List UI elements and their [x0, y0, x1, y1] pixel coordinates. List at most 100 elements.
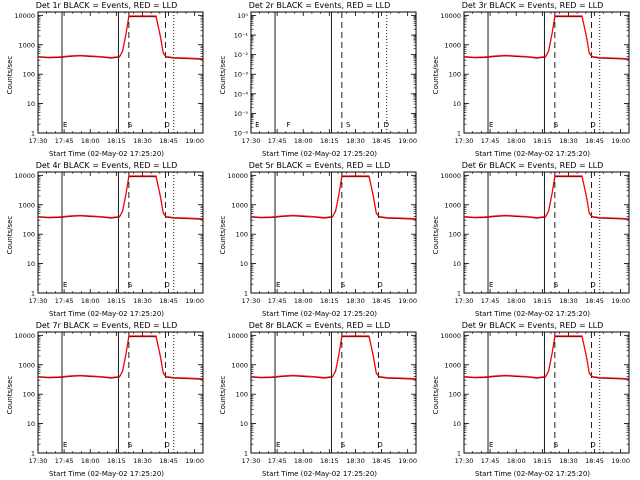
- x-axis-label: Start Time (02-May-02 17:25:20): [261, 470, 378, 478]
- x-axis-label: Start Time (02-May-02 17:25:20): [474, 310, 591, 318]
- x-tick-label: 18:15: [107, 137, 126, 145]
- event-flag-label: D: [590, 121, 595, 129]
- x-tick-label: 17:45: [55, 297, 74, 305]
- event-flag-label: E: [489, 441, 493, 449]
- y-tick-label: 10000: [14, 332, 35, 340]
- y-axis-label: Counts/sec: [6, 55, 14, 95]
- x-tick-label: 17:30: [29, 297, 48, 305]
- y-tick-label: 10000: [440, 332, 461, 340]
- y-tick-label: 10⁻⁶: [234, 130, 249, 138]
- det-5r-panel: 1 10 100 1000 10000 17:30 17:45 18:00 18:15 18:30…: [213, 160, 426, 320]
- x-tick-label: 19:00: [611, 457, 630, 465]
- y-tick-label: 10000: [14, 172, 35, 180]
- chart-title: Det 8r BLACK = Events, RED = LLD: [248, 321, 391, 330]
- y-tick-label: 1000: [18, 361, 35, 369]
- y-tick-label: 10000: [440, 12, 461, 20]
- event-flag-label: E: [276, 281, 280, 289]
- x-axis-label: Start Time (02-May-02 17:25:20): [48, 470, 165, 478]
- lld-rate-line: [37, 15, 204, 60]
- chart-title: Det 1r BLACK = Events, RED = LLD: [35, 1, 178, 10]
- x-tick-label: 18:15: [107, 297, 126, 305]
- y-tick-label: 1: [457, 130, 461, 138]
- event-flag-label: S: [346, 121, 351, 129]
- det-6r-plot: 1 10 100 1000 10000 17:30 17:45 18:00 18:15 18:30…: [440, 171, 630, 305]
- det-7r-plot: 1 10 100 1000 10000 17:30 17:45 18:00 18:15 18:30…: [14, 331, 204, 465]
- chart-title: Det 2r BLACK = Events, RED = LLD: [248, 1, 391, 10]
- y-tick-label: 1: [244, 450, 248, 458]
- lld-rate-line: [250, 175, 417, 220]
- event-flag-label: D: [590, 281, 595, 289]
- y-tick-label: 1: [31, 450, 35, 458]
- y-axis-label: Counts/sec: [219, 55, 227, 95]
- lld-rate-line: [463, 175, 630, 220]
- x-tick-label: 17:45: [481, 457, 500, 465]
- y-tick-label: 1000: [444, 361, 461, 369]
- det-9r-panel: 1 10 100 1000 10000 17:30 17:45 18:00 18:15 18:30…: [426, 320, 639, 480]
- event-flag-label: S: [341, 281, 346, 289]
- y-tick-label: 10⁻²: [234, 51, 249, 59]
- y-tick-label: 100: [236, 391, 248, 399]
- events-rate-line: [463, 336, 630, 380]
- y-tick-label: 1000: [231, 201, 248, 209]
- chart-title: Det 5r BLACK = Events, RED = LLD: [248, 161, 391, 170]
- y-tick-label: 1000: [444, 201, 461, 209]
- event-flag-label: D: [590, 441, 595, 449]
- x-tick-label: 18:00: [507, 457, 526, 465]
- x-tick-label: 18:45: [372, 457, 391, 465]
- event-flag-label: D: [384, 121, 389, 129]
- x-tick-label: 17:30: [29, 137, 48, 145]
- x-tick-label: 18:00: [81, 457, 100, 465]
- plot-frame: [250, 331, 417, 454]
- y-axis-label: Counts/sec: [432, 375, 440, 415]
- y-axis-label: Counts/sec: [6, 215, 14, 255]
- det-6r-panel: 1 10 100 1000 10000 17:30 17:45 18:00 18:15 18:30…: [426, 160, 639, 320]
- x-tick-label: 18:00: [507, 297, 526, 305]
- events-rate-line: [37, 336, 204, 380]
- det-1r-panel: 1 10 100 1000 10000 17:30 17:45 18:00 18:15 18:30…: [0, 0, 213, 160]
- x-tick-label: 19:00: [185, 137, 204, 145]
- y-tick-label: 1000: [444, 41, 461, 49]
- chart-title: Det 4r BLACK = Events, RED = LLD: [35, 161, 178, 170]
- y-axis-label: Counts/sec: [432, 55, 440, 95]
- event-flag-label: S: [554, 441, 559, 449]
- x-tick-label: 17:45: [268, 457, 287, 465]
- event-flag-label: D: [377, 441, 382, 449]
- x-tick-label: 18:00: [294, 297, 313, 305]
- event-flag-label: D: [164, 281, 169, 289]
- y-tick-label: 10000: [227, 332, 248, 340]
- event-flag-label: E: [63, 441, 67, 449]
- y-tick-label: 10000: [440, 172, 461, 180]
- y-tick-label: 10: [453, 260, 461, 268]
- x-tick-label: 18:45: [159, 137, 178, 145]
- y-tick-label: 10⁻¹: [234, 32, 249, 40]
- y-tick-label: 10⁻⁵: [234, 110, 249, 118]
- event-flag-label: E: [255, 121, 259, 129]
- lld-rate-line: [37, 175, 204, 220]
- x-tick-label: 19:00: [398, 137, 417, 145]
- x-tick-label: 19:00: [611, 297, 630, 305]
- y-tick-label: 1: [244, 290, 248, 298]
- x-tick-label: 18:30: [346, 457, 365, 465]
- events-rate-line: [37, 16, 204, 60]
- det-7r-panel: 1 10 100 1000 10000 17:30 17:45 18:00 18:15 18:30…: [0, 320, 213, 480]
- x-axis-label: Start Time (02-May-02 17:25:20): [474, 470, 591, 478]
- lld-rate-line: [250, 335, 417, 380]
- x-tick-label: 18:15: [533, 137, 552, 145]
- events-rate-line: [463, 176, 630, 220]
- x-axis-label: Start Time (02-May-02 17:25:20): [261, 310, 378, 318]
- x-tick-label: 18:45: [585, 457, 604, 465]
- x-axis-label: Start Time (02-May-02 17:25:20): [474, 150, 591, 158]
- y-axis-label: Counts/sec: [219, 375, 227, 415]
- x-tick-label: 17:30: [455, 457, 474, 465]
- plot-frame: [37, 331, 204, 454]
- det-8r-panel: 1 10 100 1000 10000 17:30 17:45 18:00 18:15 18:30…: [213, 320, 426, 480]
- x-tick-label: 18:30: [346, 137, 365, 145]
- det-2r-panel: 10⁻⁶ 10⁻⁵ 10⁻⁴ 10⁻³ 10⁻² 10⁻¹ 10⁰ 17:30 17:45 18:…: [213, 0, 426, 160]
- x-tick-label: 18:15: [320, 137, 339, 145]
- x-tick-label: 17:30: [242, 457, 261, 465]
- y-tick-label: 10000: [14, 12, 35, 20]
- event-flag-label: S: [341, 441, 346, 449]
- y-tick-label: 10⁻⁴: [234, 90, 249, 98]
- event-flag-label: E: [276, 441, 280, 449]
